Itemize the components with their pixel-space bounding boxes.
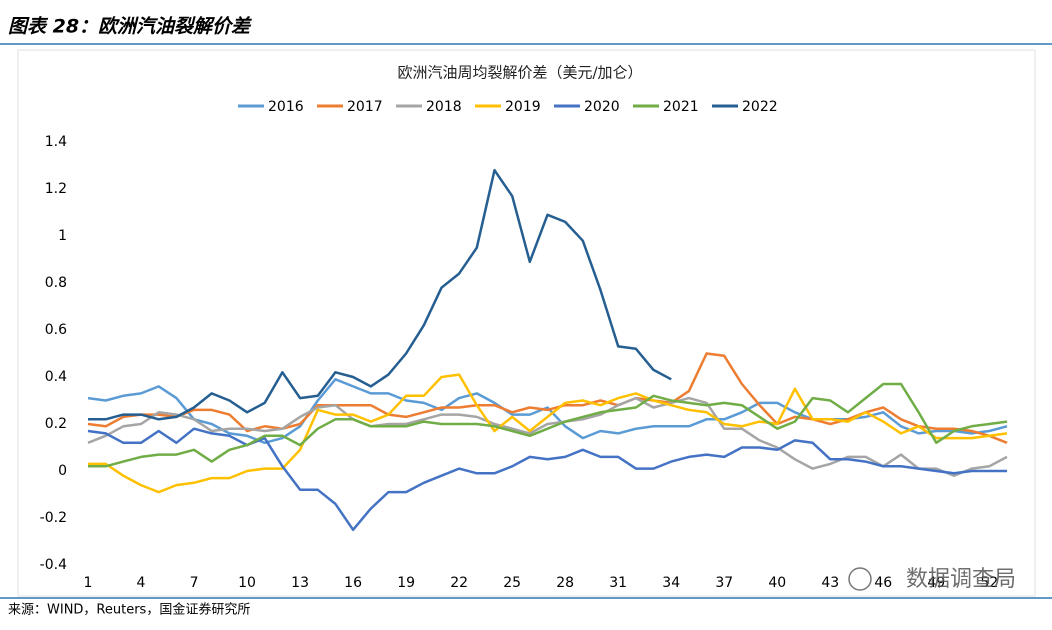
legend-label: 2020 [584, 99, 620, 115]
series-line [87, 396, 1008, 477]
legend-label: 2019 [505, 99, 541, 115]
x-tick-label: 22 [450, 575, 468, 591]
x-tick-label: 49 [927, 575, 945, 591]
series-line [87, 427, 1007, 532]
x-tick-label: 43 [821, 575, 839, 591]
legend-label: 2016 [268, 99, 304, 115]
x-tick-label: 34 [662, 575, 680, 591]
watermark: 数据调查局 [906, 567, 1016, 592]
y-tick-label: 1.2 [45, 181, 67, 197]
x-tick-label: 4 [137, 575, 146, 591]
source: 来源：WIND，Reuters，国金证券研究所 [8, 602, 250, 618]
x-tick-label: 7 [190, 575, 199, 591]
series-line [87, 352, 1008, 444]
chart-frame [17, 49, 1036, 597]
y-tick-label: 1 [58, 228, 67, 244]
x-tick-label: 31 [609, 575, 627, 591]
x-tick-label: 28 [556, 575, 574, 591]
x-tick-label: 40 [768, 575, 786, 591]
y-tick-label: 0 [58, 463, 67, 479]
x-tick-label: 1 [84, 575, 93, 591]
x-tick-label: 13 [291, 575, 309, 591]
series-line [88, 373, 1008, 494]
y-tick-label: -0.4 [40, 557, 67, 573]
legend-label: 2018 [426, 99, 462, 115]
x-tick-label: 10 [238, 575, 256, 591]
legend-label: 2021 [663, 99, 699, 115]
y-tick-label: 0.2 [45, 416, 67, 432]
y-tick-label: 0.4 [45, 369, 67, 385]
x-tick-label: 37 [715, 575, 733, 591]
x-tick-label: 52 [980, 575, 998, 591]
series-line [88, 168, 672, 421]
x-tick-label: 46 [874, 575, 892, 591]
watermark-icon [848, 567, 872, 591]
x-tick-label: 19 [397, 575, 415, 591]
y-tick-label: -0.2 [40, 510, 67, 526]
series-line [88, 382, 1008, 468]
chart-title: 欧洲汽油周均裂解价差（美元/加仑） [397, 64, 642, 82]
header-title: 图表 28：欧洲汽油裂解价差 [8, 16, 252, 38]
legend-label: 2022 [742, 99, 778, 115]
legend-label: 2017 [347, 99, 383, 115]
x-tick-label: 25 [503, 575, 521, 591]
y-tick-label: 1.4 [45, 134, 67, 150]
x-tick-label: 16 [344, 575, 362, 591]
y-tick-label: 0.6 [45, 322, 67, 338]
y-tick-label: 0.8 [45, 275, 67, 291]
